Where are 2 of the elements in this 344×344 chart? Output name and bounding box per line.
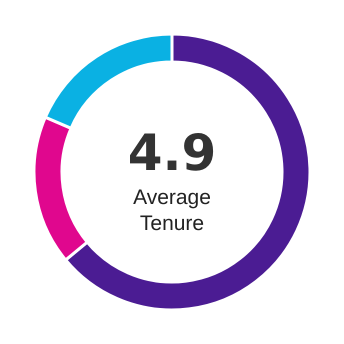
text: 4.9: [128, 124, 216, 182]
text: Average Tenure: [133, 186, 211, 235]
